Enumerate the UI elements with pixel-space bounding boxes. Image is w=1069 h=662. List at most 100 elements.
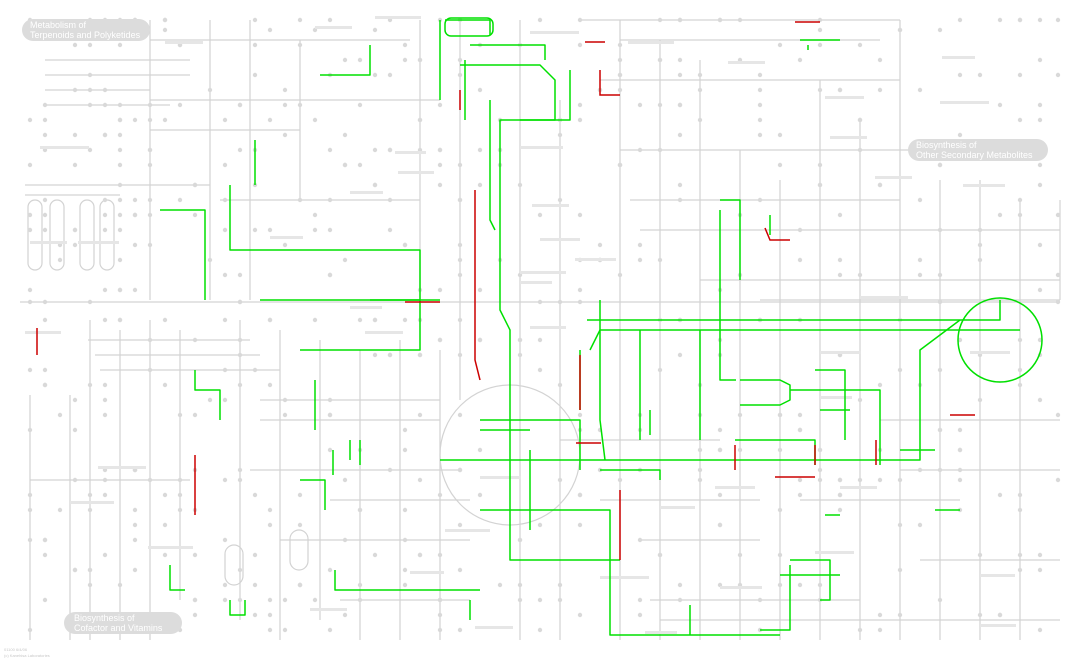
compound-node — [87, 299, 93, 305]
compound-node — [1017, 197, 1023, 203]
compound-node — [222, 582, 228, 588]
compound-node — [27, 212, 33, 218]
compound-node — [457, 352, 463, 358]
compound-node — [737, 17, 743, 23]
compound-node — [777, 507, 783, 513]
compound-node — [557, 382, 563, 388]
compound-node — [937, 27, 943, 33]
compound-node — [117, 317, 123, 323]
compound-node — [357, 317, 363, 323]
compound-node — [72, 132, 78, 138]
highlighted-pathway-edge — [334, 570, 480, 591]
compound-node — [297, 582, 303, 588]
highlighted-pathway-edge — [499, 140, 620, 561]
compound-node — [537, 627, 543, 633]
compound-node — [162, 522, 168, 528]
compound-node — [132, 287, 138, 293]
pathway-label-mark — [98, 466, 146, 469]
pathway-label-mark — [980, 624, 1016, 627]
compound-node — [637, 537, 643, 543]
compound-node — [192, 182, 198, 188]
highlighted-pathway-edge — [445, 19, 491, 35]
compound-node — [1017, 382, 1023, 388]
compound-node — [857, 147, 863, 153]
compound-node — [737, 447, 743, 453]
compound-node — [877, 612, 883, 618]
compound-node — [117, 582, 123, 588]
compound-node — [117, 197, 123, 203]
compound-node — [857, 272, 863, 278]
compound-node — [1055, 299, 1061, 305]
compound-node — [402, 427, 408, 433]
compound-node — [237, 467, 243, 473]
compound-node — [177, 507, 183, 513]
compound-node — [637, 597, 643, 603]
compound-node — [457, 467, 463, 473]
compound-node — [102, 382, 108, 388]
compound-node — [1017, 337, 1023, 343]
compound-node — [577, 42, 583, 48]
compound-node — [42, 299, 48, 305]
compound-node — [877, 57, 883, 63]
compound-node — [717, 427, 723, 433]
compound-node — [817, 467, 823, 473]
compound-node — [537, 212, 543, 218]
pathway-label-mark — [520, 146, 563, 149]
compound-node — [282, 132, 288, 138]
highlighted-pathway-edge — [735, 439, 816, 465]
compound-node — [657, 257, 663, 263]
compound-node — [417, 117, 423, 123]
compound-node — [797, 477, 803, 483]
compound-node — [327, 147, 333, 153]
compound-node — [897, 612, 903, 618]
compound-node — [817, 17, 823, 23]
compound-node — [717, 447, 723, 453]
compound-node — [537, 367, 543, 373]
pathway-label-mark — [860, 296, 908, 299]
compound-node — [42, 102, 48, 108]
compound-node — [1037, 182, 1043, 188]
compound-node — [237, 352, 243, 358]
compound-node — [417, 352, 423, 358]
compound-node — [737, 412, 743, 418]
pathway-label-mark — [530, 31, 579, 34]
compound-node — [677, 102, 683, 108]
pathway-label-mark — [540, 238, 580, 241]
compound-node — [977, 227, 983, 233]
compound-node — [457, 412, 463, 418]
compound-node — [42, 597, 48, 603]
compound-node — [1055, 272, 1061, 278]
highlighted-pathway-edge — [480, 419, 581, 470]
pathway-label-mark — [530, 326, 566, 329]
highlighted-pathway-edge — [320, 45, 371, 76]
pathway-label-mark — [398, 171, 434, 174]
compound-node — [797, 227, 803, 233]
compound-node — [102, 212, 108, 218]
compound-node — [102, 102, 108, 108]
compound-node — [957, 467, 963, 473]
compound-node — [27, 162, 33, 168]
pathway-label-mark — [520, 281, 552, 284]
compound-node — [437, 287, 443, 293]
compound-node — [117, 42, 123, 48]
compound-node — [297, 17, 303, 23]
compound-node — [617, 87, 623, 93]
compound-node — [222, 272, 228, 278]
compound-node — [162, 17, 168, 23]
compound-node — [312, 117, 318, 123]
compound-node — [162, 552, 168, 558]
compound-nodes — [27, 17, 1061, 633]
pathway-label-mark — [940, 101, 989, 104]
compound-node — [957, 337, 963, 343]
compound-node — [342, 537, 348, 543]
compound-node — [837, 212, 843, 218]
compound-node — [837, 507, 843, 513]
compound-node — [457, 317, 463, 323]
compound-node — [1055, 212, 1061, 218]
compound-node — [437, 612, 443, 618]
compound-node — [57, 257, 63, 263]
compound-node — [207, 397, 213, 403]
compound-node — [517, 337, 523, 343]
compound-node — [402, 242, 408, 248]
compound-node — [817, 87, 823, 93]
